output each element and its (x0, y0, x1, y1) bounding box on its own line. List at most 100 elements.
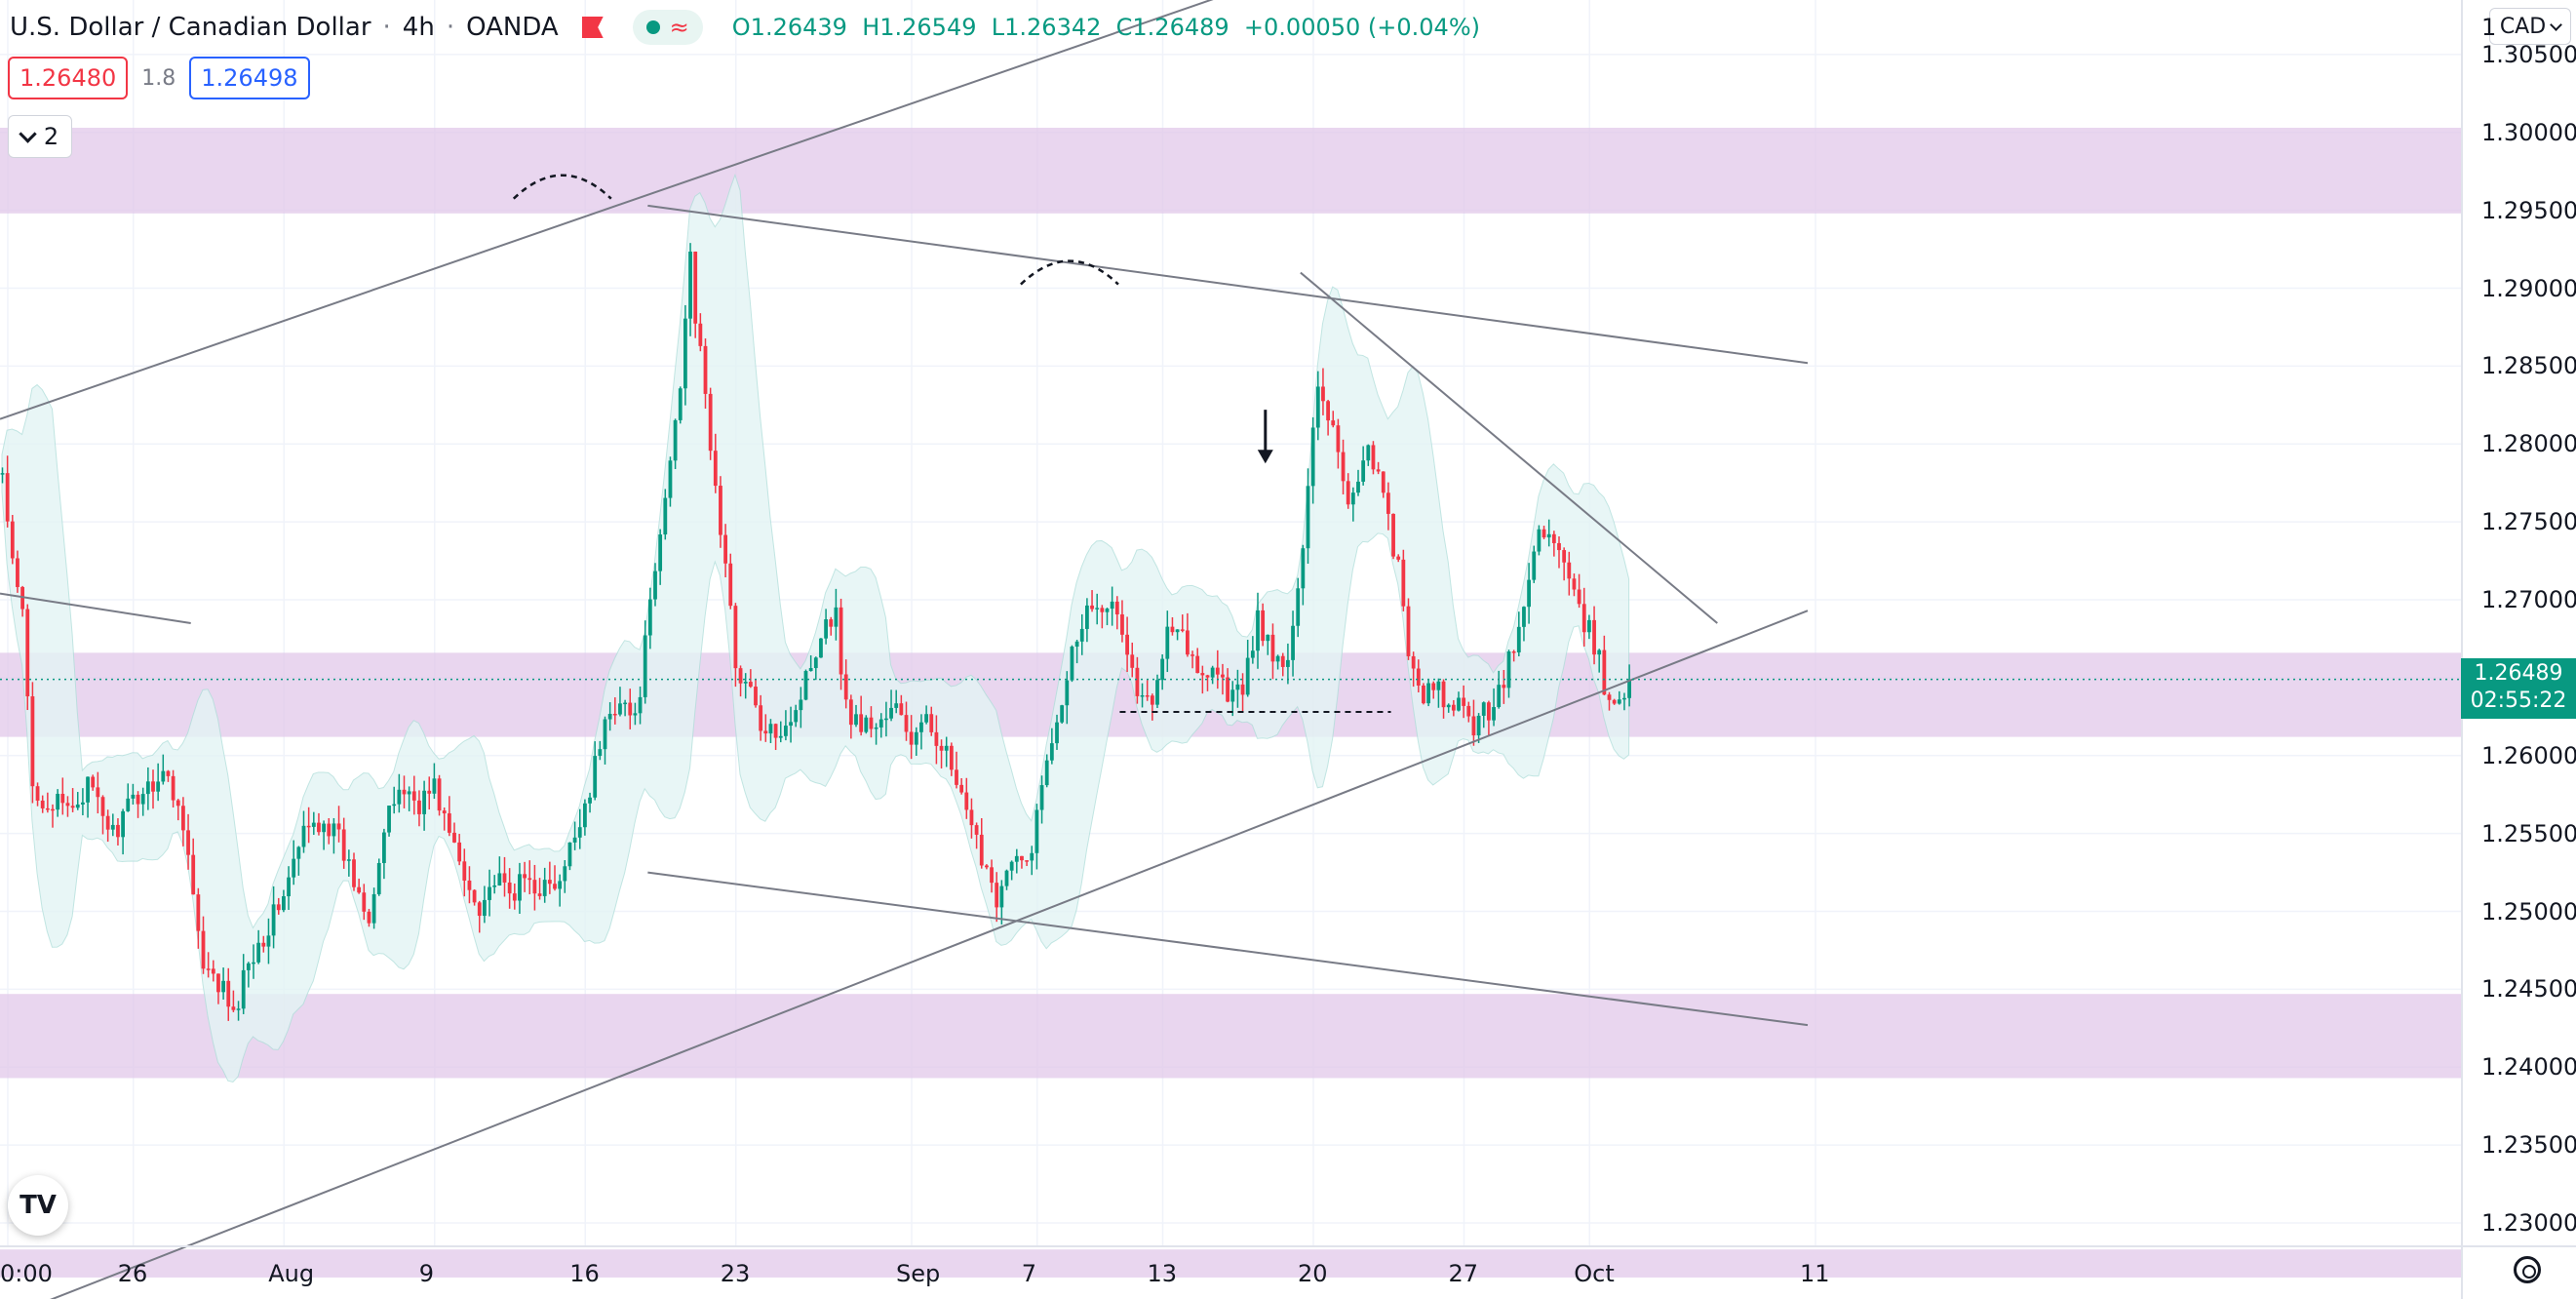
low-value: 1.26342 (1004, 14, 1102, 41)
candle (703, 338, 708, 410)
candle-body (1457, 697, 1461, 711)
candle (829, 616, 834, 636)
candle (1502, 669, 1506, 704)
candle (216, 973, 220, 1004)
candle (743, 673, 748, 699)
candle (899, 694, 904, 716)
candle-body (417, 800, 421, 814)
interval-label[interactable]: 4h (402, 13, 435, 42)
candle-body (1286, 659, 1290, 667)
candle (1436, 678, 1441, 708)
candle (1350, 487, 1355, 522)
candle-body (1190, 654, 1194, 656)
candle-body (110, 824, 115, 830)
candle-body (1205, 675, 1210, 678)
candle-body (1581, 604, 1586, 633)
candle-body (919, 722, 923, 732)
candle-body (191, 854, 196, 895)
candle (1226, 668, 1229, 703)
candle (1020, 855, 1024, 869)
market-status-pill[interactable]: ≈ (632, 10, 703, 45)
candle (1261, 603, 1266, 647)
candle (0, 467, 5, 484)
candle-body (754, 687, 758, 706)
candle-body (1100, 608, 1105, 612)
y-tick-label: 1.29500 (2481, 196, 2576, 224)
candle-body (1025, 860, 1029, 862)
candle (693, 251, 698, 338)
candle (457, 834, 462, 866)
candle-body (311, 822, 316, 827)
candle (1170, 616, 1175, 636)
candle-body (1577, 589, 1581, 605)
symbol-title[interactable]: U.S. Dollar / Canadian Dollar (10, 13, 371, 42)
candle (532, 864, 537, 911)
candle-body (1065, 680, 1070, 706)
candle-body (376, 862, 381, 894)
buy-button[interactable]: 1.26498 (189, 57, 310, 99)
candle (803, 669, 808, 701)
candle-body (70, 806, 75, 808)
candle-body (276, 904, 281, 911)
currency-button[interactable]: CAD (2489, 8, 2571, 45)
candle (256, 929, 261, 964)
candle-body (462, 861, 467, 881)
candle-body (1261, 610, 1266, 642)
candle (572, 821, 577, 850)
candle (1120, 600, 1124, 643)
candle (1310, 416, 1315, 504)
candle (1366, 444, 1371, 466)
candle-body (1275, 655, 1280, 662)
candle (754, 680, 758, 708)
currency-label: CAD (2499, 14, 2547, 39)
candle-body (773, 724, 778, 738)
candle (16, 550, 20, 593)
candle-body (874, 727, 878, 729)
candle (1095, 593, 1100, 625)
flag-icon[interactable] (581, 17, 604, 38)
candle (151, 769, 155, 809)
candle (1622, 692, 1626, 711)
candle (1125, 616, 1129, 673)
candle (186, 813, 190, 870)
sell-button[interactable]: 1.26480 (8, 57, 129, 99)
candle-body (803, 671, 808, 700)
candle-body (593, 756, 598, 798)
y-tick-label: 1.25000 (2481, 897, 2576, 925)
candle-body (1451, 704, 1456, 711)
candle-body (407, 791, 411, 795)
tradingview-logo-icon[interactable]: TV (8, 1175, 68, 1236)
candle-body (477, 902, 482, 917)
candle-body (678, 388, 683, 420)
candle (1572, 573, 1577, 597)
candle-body (1180, 629, 1185, 631)
candle (713, 433, 718, 493)
candle-body (668, 460, 673, 498)
candle-body (10, 521, 15, 559)
candle-body (1079, 628, 1084, 642)
candle (1301, 544, 1306, 606)
candle-body (497, 873, 502, 886)
gear-icon[interactable] (2514, 1256, 2541, 1283)
x-tick-label: 16 (569, 1260, 600, 1287)
candle-body (1090, 605, 1094, 610)
candle-body (382, 832, 386, 863)
candle-body (1215, 667, 1220, 675)
candle-body (929, 714, 934, 732)
indicators-collapse-button[interactable]: 2 (8, 115, 72, 158)
candle-body (221, 980, 225, 993)
candle (81, 788, 85, 815)
candle (35, 782, 40, 807)
candle-body (483, 899, 487, 917)
candle (327, 818, 332, 845)
candle-body (452, 832, 456, 843)
candle-body (990, 867, 994, 884)
candle (1371, 441, 1376, 475)
bar-countdown: 02:55:22 (2470, 688, 2567, 713)
close-value: 1.26489 (1132, 14, 1229, 41)
candle (1315, 371, 1320, 441)
candle (738, 665, 743, 697)
candle (638, 686, 643, 725)
candle-body (553, 884, 557, 889)
